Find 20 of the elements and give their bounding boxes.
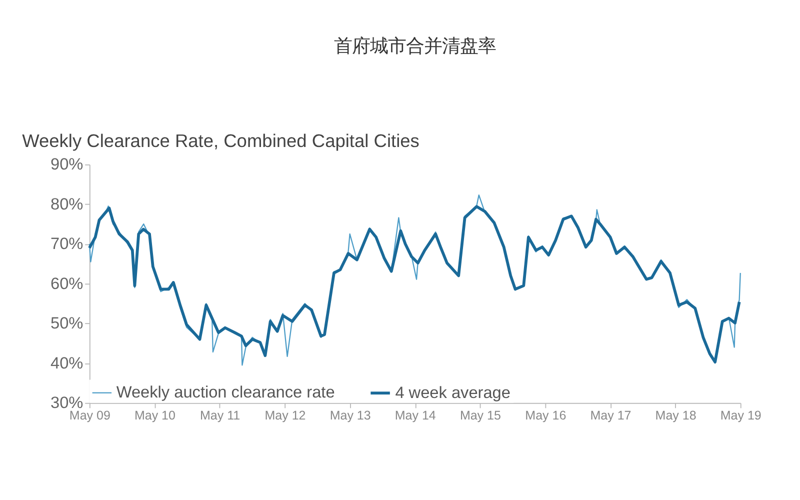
x-tick-label: May 15 [460,408,501,423]
x-tick-label: May 16 [525,408,566,423]
x-tick-label: May 19 [720,408,762,423]
x-tick-label: May 14 [394,408,436,423]
x-tick-label: May 17 [590,408,632,423]
chart-subtitle: Weekly Clearance Rate, Combined Capital Cities [22,130,420,152]
y-tick-label: 90% [50,156,84,174]
legend-label: 4 week average [395,384,510,402]
x-tick-label: May 18 [655,408,696,423]
x-tick-label: May 11 [200,408,240,423]
x-tick-label: May 13 [330,408,371,423]
chart-title: 首府城市合并清盘率 [334,34,496,56]
y-tick-label: 70% [50,235,84,254]
y-tick-label: 50% [50,314,84,333]
legend-label: Weekly auction clearance rate [116,384,335,402]
x-tick-label: May 12 [264,408,306,423]
y-tick-label: 40% [50,354,84,372]
y-tick-label: 60% [50,274,84,293]
y-tick-label: 80% [50,195,84,214]
x-tick-label: May 10 [134,408,176,423]
